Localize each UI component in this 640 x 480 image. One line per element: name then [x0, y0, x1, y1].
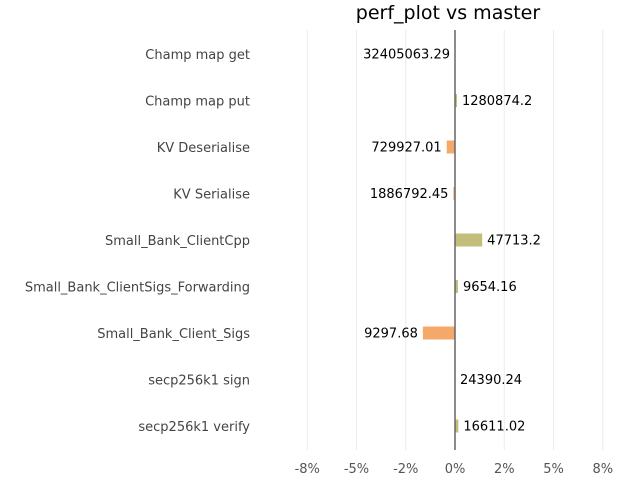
category-label: KV Deserialise	[157, 141, 250, 156]
category-label: Champ map put	[145, 95, 250, 110]
x-tick-label: -8%	[295, 462, 320, 477]
bar	[455, 233, 483, 247]
bar	[453, 187, 455, 200]
data-label: 16611.02	[463, 420, 525, 435]
category-label: KV Serialise	[173, 188, 250, 203]
data-labels: 32405063.29 1280874.2 729927.01 1886792.45 4…	[363, 48, 541, 435]
category-label: secp256k1 verify	[138, 420, 250, 435]
data-label: 1280874.2	[462, 94, 532, 109]
data-label: 9654.16	[463, 280, 517, 295]
data-label: 24390.24	[460, 373, 522, 388]
category-label: secp256k1 sign	[148, 374, 250, 389]
bar	[446, 140, 455, 154]
category-label: Champ map get	[145, 48, 250, 63]
x-tick-label: 5%	[543, 462, 564, 477]
bar	[455, 280, 458, 293]
category-label: Small_Bank_Client_Sigs	[97, 327, 250, 342]
bar	[422, 326, 455, 340]
category-label: Small_Bank_ClientCpp	[105, 234, 250, 249]
x-tick-labels: -8% -5% -2% 0% 2% 5% 8%	[295, 462, 613, 477]
chart-title: perf_plot vs master	[356, 2, 541, 24]
category-labels: Champ map get Champ map put KV Deserialise…	[25, 48, 250, 435]
x-tick-label: -5%	[344, 462, 369, 477]
data-label: 1886792.45	[370, 187, 449, 202]
x-tick-label: -2%	[393, 462, 418, 477]
category-label: Small_Bank_ClientSigs_Forwarding	[25, 281, 250, 296]
x-tick-label: 8%	[592, 462, 613, 477]
grid-lines	[306, 30, 604, 450]
data-label: 32405063.29	[363, 48, 450, 63]
data-label: 47713.2	[487, 234, 541, 249]
data-label: 729927.01	[371, 141, 441, 156]
data-label: 9297.68	[364, 327, 418, 342]
bar	[455, 419, 459, 433]
bar	[455, 94, 457, 107]
bars	[422, 94, 483, 433]
x-tick-label: 2%	[494, 462, 515, 477]
x-tick-label: 0%	[445, 462, 466, 477]
